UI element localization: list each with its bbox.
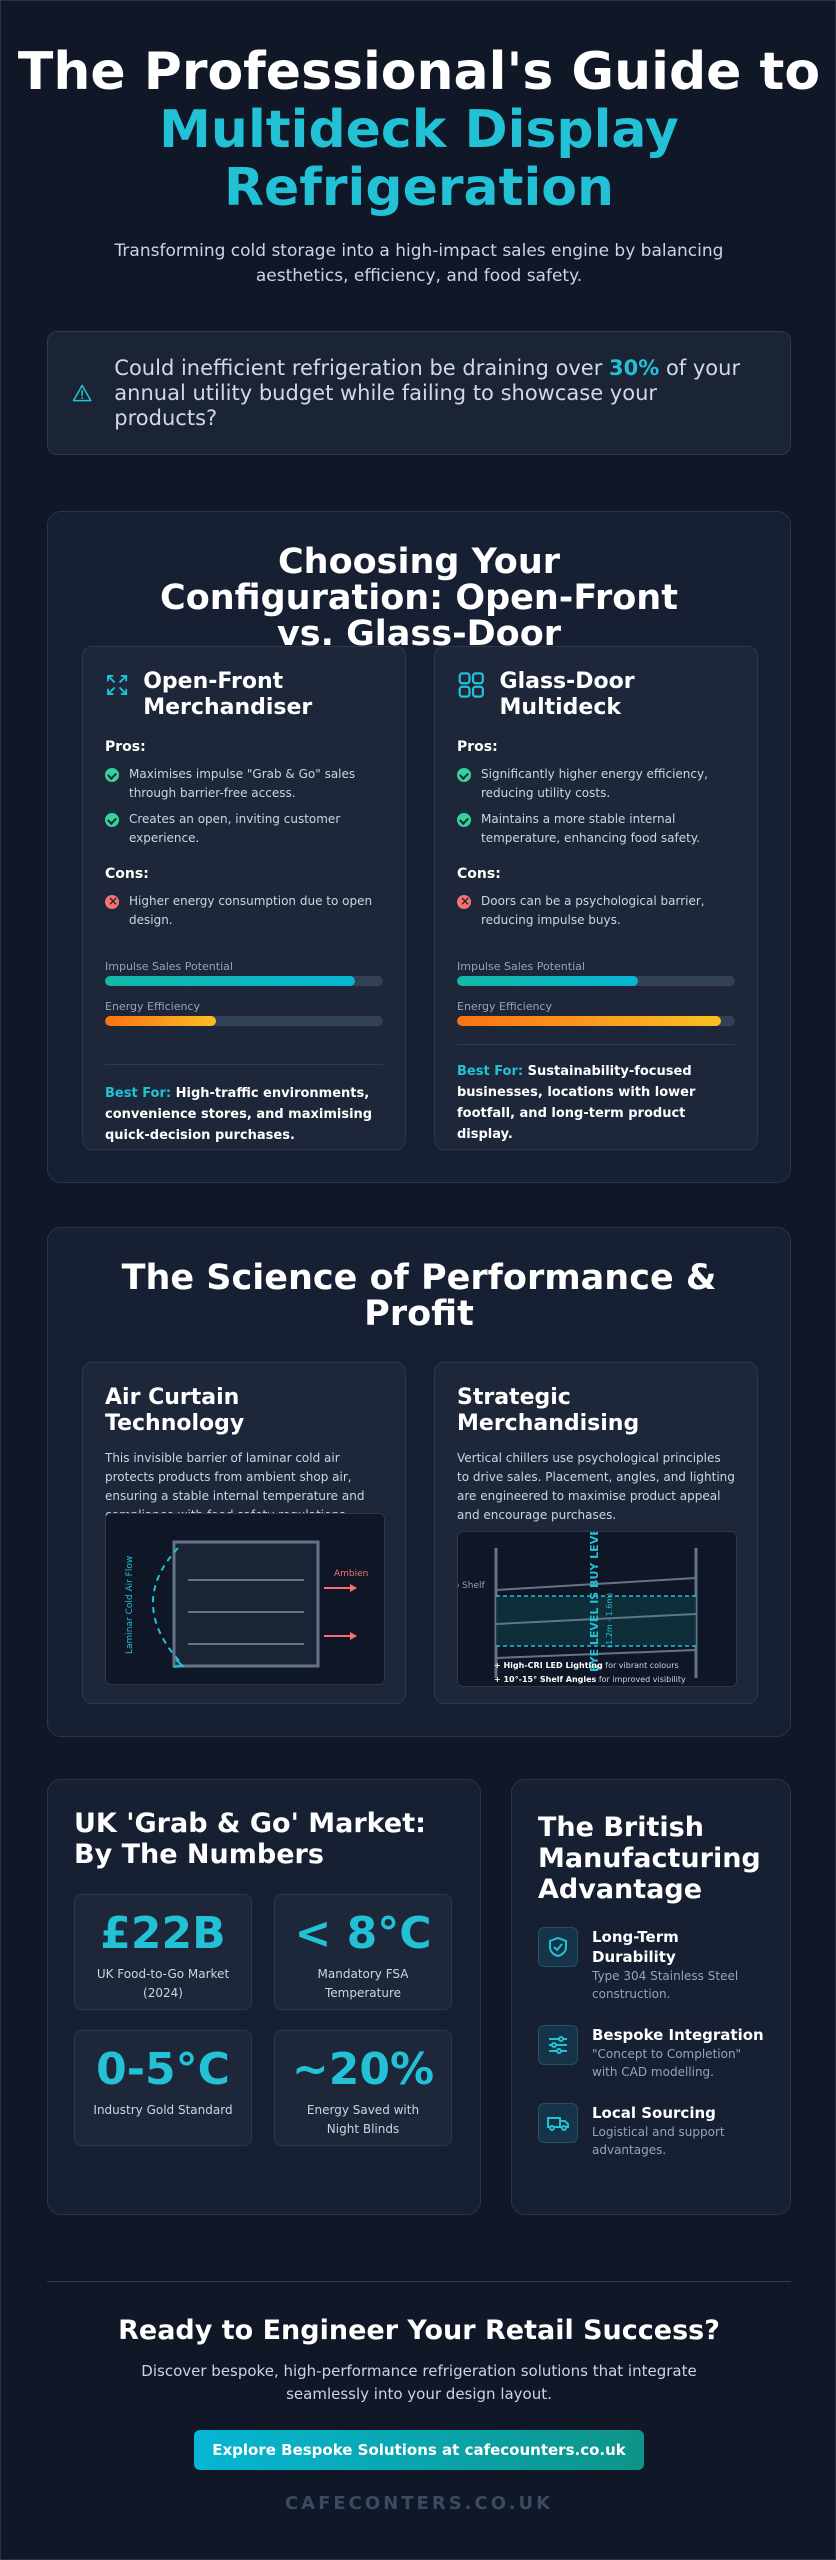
cta-text: Discover bespoke, high-performance refri… — [141, 2362, 697, 2403]
cross-icon — [105, 892, 119, 911]
top-shelf-label: Top Shelf — [458, 1581, 486, 1591]
page-title: The Professional's Guide to Multideck Di… — [1, 43, 836, 217]
sliders-icon — [549, 2036, 567, 2054]
open-front-title: Open-Front Merchandiser — [143, 669, 313, 720]
bar-fill — [105, 976, 356, 986]
air-curtain-title: Air Curtain Technology — [105, 1385, 245, 1436]
grid-squares-icon — [458, 672, 484, 698]
advantage-item: Long-Term Durability Type 304 Stainless S… — [538, 1927, 764, 2003]
best-for: Best For: Sustainability-focused busines… — [457, 1064, 696, 1142]
cta-title: Ready to Engineer Your Retail Success? — [118, 2315, 720, 2346]
callout-text: Could inefficient refrigeration be drain… — [114, 355, 741, 430]
impulse-bar — [457, 976, 735, 986]
bar-fill — [457, 976, 638, 986]
angle-note: + 10°-15° Shelf Angles for improved visi… — [494, 1675, 686, 1684]
hero: The Professional's Guide to Multideck Di… — [1, 1, 836, 289]
title-accent: Multideck Display Refrigeration — [159, 100, 679, 218]
hero-subtitle: Transforming cold storage into a high-im… — [114, 241, 724, 286]
best-for: Best For: High-traffic environments, con… — [105, 1086, 373, 1143]
stat-card: < 8°C Mandatory FSA Temperature — [274, 1894, 452, 2010]
cons-label: Cons: — [457, 866, 501, 882]
list-item: Significantly higher energy efficiency, … — [435, 765, 757, 803]
open-front-card: Open-Front Merchandiser Pros: Maximises … — [82, 646, 406, 1150]
eye-level-range: (1.2m - 1.6m) — [605, 1593, 614, 1648]
callout-highlight: 30% — [609, 355, 660, 380]
british-title: The British Manufacturing Advantage — [538, 1812, 761, 1905]
british-section: The British Manufacturing Advantage Long… — [511, 1779, 791, 2215]
section-divider — [47, 2281, 791, 2282]
truck-icon — [547, 2117, 569, 2131]
check-icon — [105, 813, 119, 827]
cta-section: Ready to Engineer Your Retail Success? D… — [1, 2315, 836, 2470]
config-title: Choosing Your Configuration: Open-Front … — [160, 542, 678, 654]
bar-fill — [105, 1016, 217, 1026]
led-note: + High-CRI LED Lighting for vibrant colo… — [494, 1661, 679, 1670]
eye-level-label: EYE LEVEL IS BUY LEVEL — [588, 1532, 601, 1672]
cross-icon — [457, 892, 471, 911]
divider — [457, 1044, 735, 1045]
metrics: Impulse Sales Potential Energy Efficienc… — [435, 960, 757, 1026]
efficiency-bar — [105, 1016, 383, 1026]
merchandising-diagram: Top Shelf EYE LEVEL IS BUY LEVEL (1.2m -… — [443, 1521, 737, 1687]
efficiency-label: Energy Efficiency — [105, 1000, 200, 1013]
pros-label: Pros: — [457, 739, 498, 755]
pros-label: Pros: — [105, 739, 146, 755]
glass-door-card: Glass-Door Multideck Pros: Significantly… — [434, 646, 758, 1150]
fridge-diagram: Laminar Cold Air Flow Ambien — [125, 1540, 368, 1668]
glass-door-title: Glass-Door Multideck — [499, 669, 635, 720]
list-item: Maintains a more stable internal tempera… — [435, 810, 757, 848]
check-icon — [457, 813, 471, 827]
ambient-label: Ambien — [334, 1569, 368, 1579]
list-item: Higher energy consumption due to open de… — [83, 892, 405, 930]
efficiency-bar — [457, 1016, 735, 1026]
cons-label: Cons: — [105, 866, 149, 882]
list-item: Creates an open, inviting customer exper… — [83, 810, 405, 848]
explore-solutions-button[interactable]: Explore Bespoke Solutions at cafecounter… — [194, 2430, 644, 2470]
impulse-bar — [105, 976, 383, 986]
check-icon — [457, 768, 471, 782]
advantage-item: Local Sourcing Logistical and support adv… — [538, 2103, 764, 2159]
callout-box: Could inefficient refrigeration be drain… — [47, 331, 791, 455]
air-curtain-card: Air Curtain Technology This invisible ba… — [82, 1362, 406, 1704]
config-section: Choosing Your Configuration: Open-Front … — [47, 511, 791, 1183]
merchandising-card: Strategic Merchandising Vertical chiller… — [434, 1362, 758, 1704]
flow-label: Laminar Cold Air Flow — [125, 1556, 135, 1654]
numbers-title: UK 'Grab & Go' Market: By The Numbers — [74, 1808, 426, 1870]
divider — [105, 1064, 383, 1065]
shelf-diagram: Top Shelf EYE LEVEL IS BUY LEVEL (1.2m -… — [443, 1521, 698, 1684]
warning-triangle-icon — [72, 384, 92, 402]
bar-fill — [457, 1016, 722, 1026]
numbers-section: UK 'Grab & Go' Market: By The Numbers £2… — [47, 1779, 481, 2215]
science-title: The Science of Performance & Profit — [121, 1258, 717, 1334]
metrics: Impulse Sales Potential Energy Efficienc… — [83, 960, 405, 1026]
merchandising-desc: Vertical chillers use psychological prin… — [457, 1451, 735, 1522]
stat-card: £22B UK Food-to-Go Market (2024) — [74, 1894, 252, 2010]
merchandising-title: Strategic Merchandising — [457, 1385, 640, 1436]
efficiency-label: Energy Efficiency — [457, 1000, 552, 1013]
shield-check-icon — [549, 1936, 567, 1958]
list-item: Doors can be a psychological barrier, re… — [435, 892, 757, 930]
list-item: Maximises impulse "Grab & Go" sales thro… — [83, 765, 405, 803]
check-icon — [105, 768, 119, 782]
impulse-label: Impulse Sales Potential — [105, 960, 233, 973]
footer-brand: CAFECONTERS.CO.UK — [284, 2493, 554, 2514]
science-section: The Science of Performance & Profit Air … — [47, 1227, 791, 1737]
impulse-label: Impulse Sales Potential — [457, 960, 585, 973]
advantage-item: Bespoke Integration "Concept to Completio… — [538, 2025, 764, 2081]
title-line1: The Professional's Guide to — [17, 42, 821, 102]
stat-card: ~20% Energy Saved with Night Blinds — [274, 2030, 452, 2146]
air-curtain-desc: This invisible barrier of laminar cold a… — [105, 1451, 365, 1522]
stat-card: 0-5°C Industry Gold Standard — [74, 2030, 252, 2146]
expand-arrows-icon — [107, 674, 128, 696]
air-curtain-diagram: Laminar Cold Air Flow Ambien — [105, 1513, 385, 1685]
